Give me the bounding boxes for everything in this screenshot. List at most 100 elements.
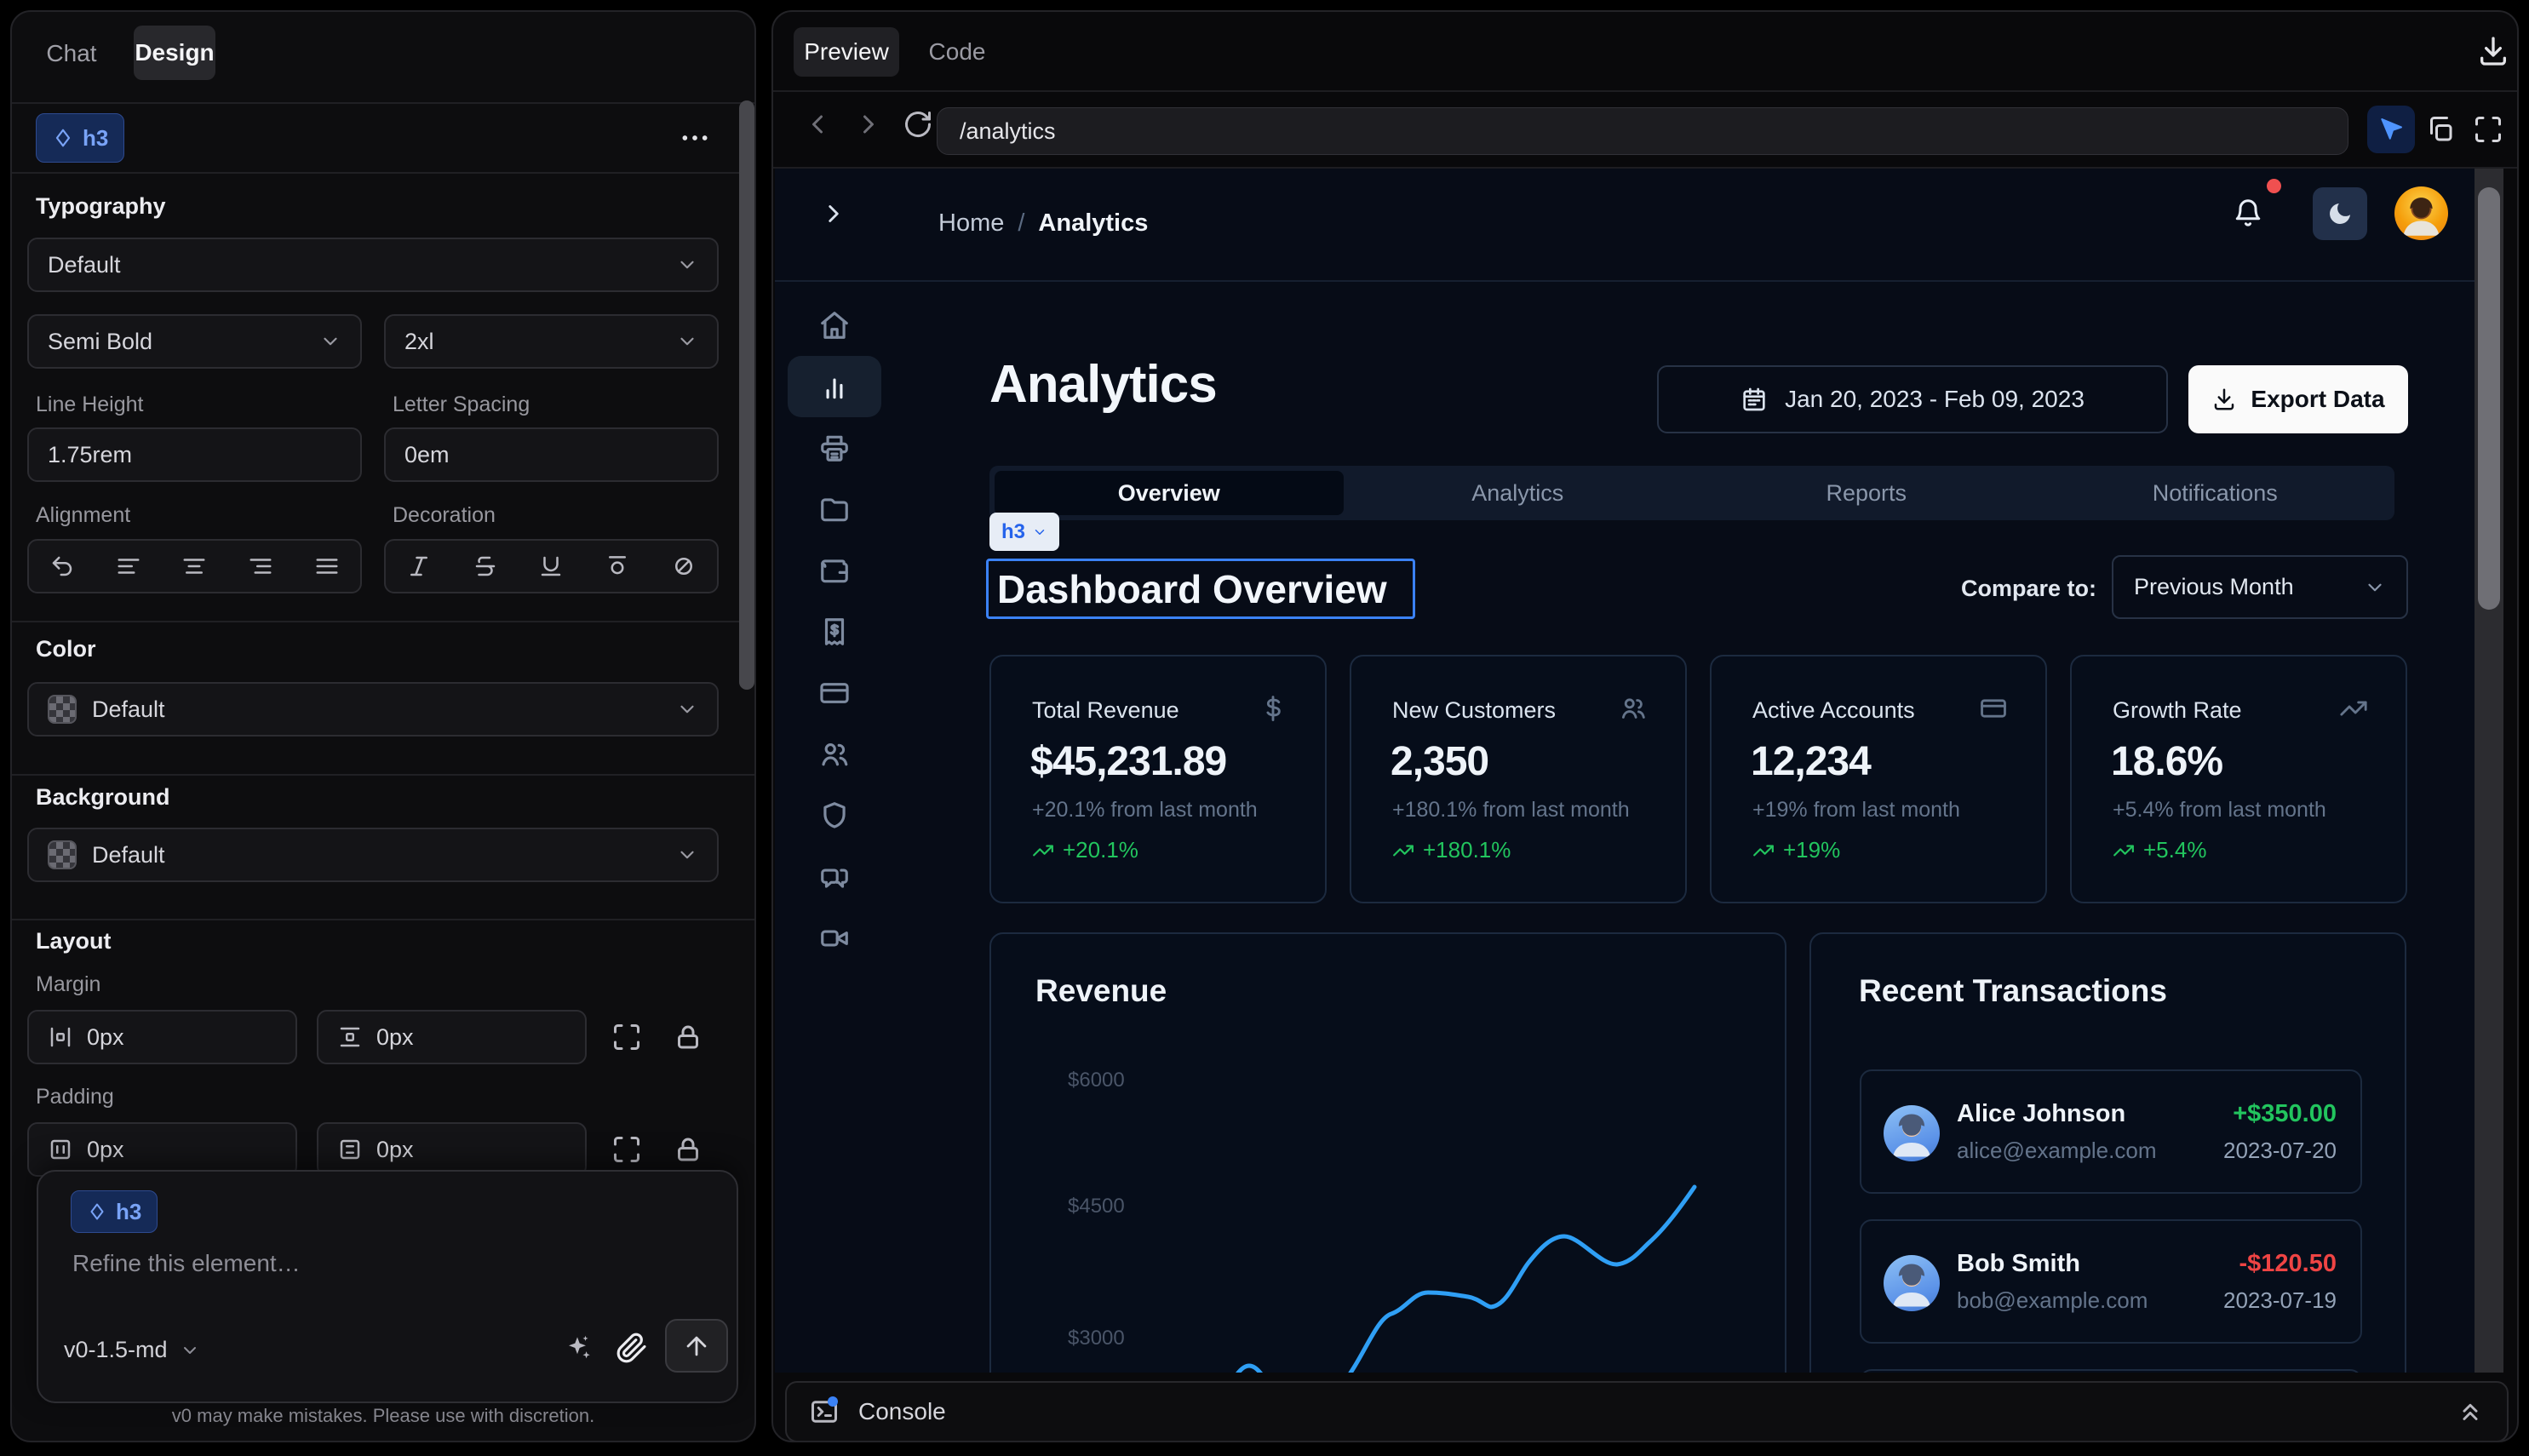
align-right-icon (248, 553, 273, 579)
tab-preview[interactable]: Preview (794, 27, 899, 77)
overline-button[interactable] (593, 544, 642, 588)
sidebar-item-home[interactable] (788, 295, 881, 356)
selected-element-badge[interactable]: h3 (36, 113, 124, 163)
sidebar-item-receipt[interactable] (788, 601, 881, 662)
back-icon[interactable] (802, 109, 833, 140)
date-range-button[interactable]: Jan 20, 2023 - Feb 09, 2023 (1657, 365, 2168, 433)
color-swatch-icon (48, 695, 77, 724)
stat-title: Growth Rate (2113, 697, 2242, 724)
line-height-input[interactable]: 1.75rem (27, 427, 362, 482)
font-size-select[interactable]: 2xl (384, 314, 719, 369)
background-section-label: Background (36, 784, 170, 811)
expand-padding-icon[interactable] (611, 1134, 642, 1165)
color-select[interactable]: Default (27, 682, 719, 737)
chevron-down-icon (676, 330, 698, 353)
sidebar-item-video[interactable] (788, 908, 881, 969)
lock-padding-icon[interactable] (673, 1134, 703, 1165)
sidebar-toggle-icon[interactable] (819, 199, 848, 228)
transactions-card: Recent Transactions Alice Johnson alice@… (1809, 932, 2406, 1373)
font-select[interactable]: Default (27, 238, 719, 292)
copy-icon[interactable] (2425, 114, 2456, 145)
preview-scrollbar-thumb[interactable] (2478, 187, 2500, 610)
shield-icon (818, 800, 851, 832)
chevron-down-icon (676, 844, 698, 866)
sidebar-item-folder[interactable] (788, 479, 881, 540)
sidebar-item-messages[interactable] (788, 846, 881, 908)
download-icon (2211, 387, 2237, 412)
section-title-selected[interactable]: Dashboard Overview (986, 559, 1415, 619)
model-selector[interactable]: v0-1.5-md (64, 1337, 200, 1363)
app-tab-notifications[interactable]: Notifications (2041, 471, 2390, 515)
strikethrough-button[interactable] (461, 544, 510, 588)
sidebar-item-shield[interactable] (788, 785, 881, 846)
select-element-mode-button[interactable] (2367, 106, 2415, 153)
breadcrumb-current: Analytics (1038, 209, 1148, 238)
app-tab-overview[interactable]: Overview (995, 471, 1344, 515)
align-right-button[interactable] (236, 544, 285, 588)
chevrons-up-icon[interactable] (2456, 1397, 2485, 1426)
font-weight-select[interactable]: Semi Bold (27, 314, 362, 369)
background-select[interactable]: Default (27, 828, 719, 882)
decoration-none-button[interactable] (659, 544, 708, 588)
tab-code[interactable]: Code (923, 27, 991, 77)
margin-label: Margin (36, 972, 100, 997)
preview-scrollbar-track[interactable] (2475, 169, 2503, 1373)
export-data-button[interactable]: Export Data (2188, 365, 2408, 433)
align-left-button[interactable] (104, 544, 153, 588)
tab-chat[interactable]: Chat (43, 27, 100, 80)
transaction-amount: -$120.50 (2239, 1250, 2337, 1278)
align-center-button[interactable] (169, 544, 219, 588)
sidebar-item-users[interactable] (788, 724, 881, 785)
align-justify-button[interactable] (302, 544, 352, 588)
transaction-row: Alice Johnson alice@example.com +$350.00… (1860, 1069, 2362, 1194)
margin-y-input[interactable]: 0px (317, 1010, 587, 1064)
chat-element-badge[interactable]: h3 (71, 1190, 158, 1233)
padding-horizontal-icon (48, 1137, 73, 1162)
moon-icon (2326, 200, 2354, 227)
breadcrumb-home[interactable]: Home (938, 209, 1004, 238)
sidebar-item-credit-card[interactable] (788, 662, 881, 724)
tab-design[interactable]: Design (134, 26, 215, 80)
stat-delta: +20.1% (1032, 837, 1138, 863)
ellipsis-menu-icon[interactable] (678, 121, 712, 155)
theme-toggle-button[interactable] (2313, 187, 2367, 240)
credit-card-icon (1979, 694, 2008, 723)
sidebar-item-wallet[interactable] (788, 540, 881, 601)
compare-select[interactable]: Previous Month (2112, 555, 2408, 619)
url-input[interactable]: /analytics (937, 107, 2348, 155)
margin-x-input[interactable]: 0px (27, 1010, 297, 1064)
user-avatar[interactable] (2394, 186, 2448, 240)
page-title: Analytics (989, 354, 1217, 415)
download-icon[interactable] (2476, 34, 2510, 68)
underline-button[interactable] (526, 544, 576, 588)
letter-spacing-input[interactable]: 0em (384, 427, 719, 482)
paperclip-icon[interactable] (616, 1332, 648, 1364)
lock-margin-icon[interactable] (673, 1022, 703, 1052)
forward-icon[interactable] (853, 109, 884, 140)
refresh-icon[interactable] (903, 109, 933, 140)
selection-tag-chip[interactable]: h3 (989, 513, 1059, 551)
send-button[interactable] (665, 1319, 728, 1373)
undo-button[interactable] (37, 544, 87, 588)
chat-input[interactable]: Refine this element… (72, 1250, 301, 1277)
sparkles-icon[interactable] (561, 1332, 594, 1364)
transaction-row: Bob Smith bob@example.com -$120.50 2023-… (1860, 1219, 2362, 1344)
console-bar[interactable]: Console (785, 1381, 2509, 1442)
sidebar-item-printer[interactable] (788, 417, 881, 479)
italic-button[interactable] (394, 544, 444, 588)
left-panel-scrollbar[interactable] (739, 100, 754, 690)
stat-subtext: +19% from last month (1752, 798, 1960, 823)
fullscreen-icon[interactable] (2473, 114, 2503, 145)
padding-vertical-input[interactable]: 0px (317, 1122, 587, 1177)
padding-x-input[interactable]: 0px (27, 1122, 297, 1177)
sidebar-item-bar-chart[interactable] (788, 356, 881, 417)
bell-icon[interactable] (2233, 198, 2263, 228)
decoration-group (384, 539, 719, 593)
trending-up-icon (1032, 840, 1054, 862)
transaction-date: 2023-07-20 (2223, 1138, 2337, 1164)
app-tab-reports[interactable]: Reports (1692, 471, 2041, 515)
breadcrumb: Home / Analytics (938, 209, 1148, 238)
expand-margin-icon[interactable] (611, 1022, 642, 1052)
app-tab-analytics[interactable]: Analytics (1344, 471, 1693, 515)
stat-title: New Customers (1392, 697, 1556, 724)
